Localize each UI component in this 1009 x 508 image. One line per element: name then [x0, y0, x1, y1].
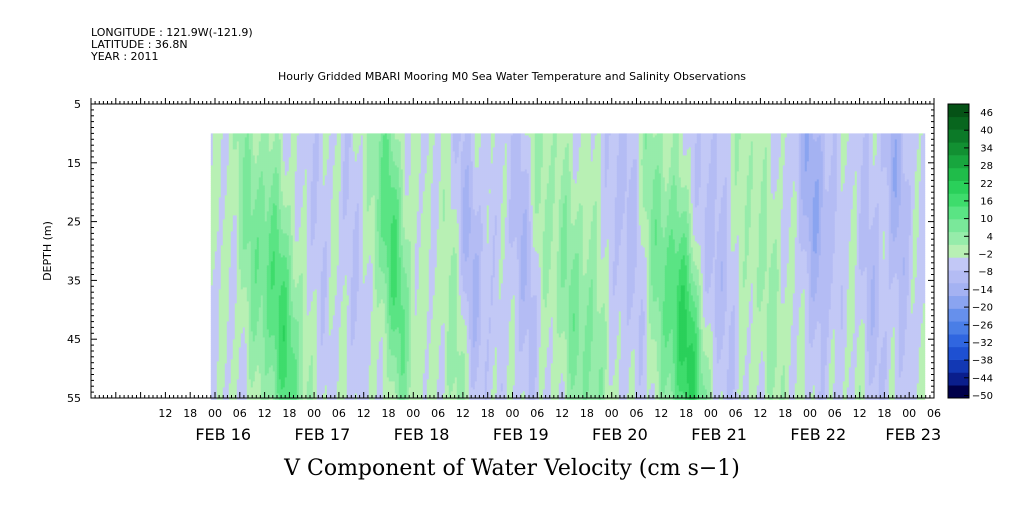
year-label: YEAR : 2011: [90, 50, 159, 63]
velocity-chart: LONGITUDE : 121.9W(-121.9) LATITUDE : 36…: [0, 0, 1009, 504]
heatmap-area: [211, 133, 925, 399]
chart-title: Hourly Gridded MBARI Mooring M0 Sea Wate…: [278, 70, 746, 83]
